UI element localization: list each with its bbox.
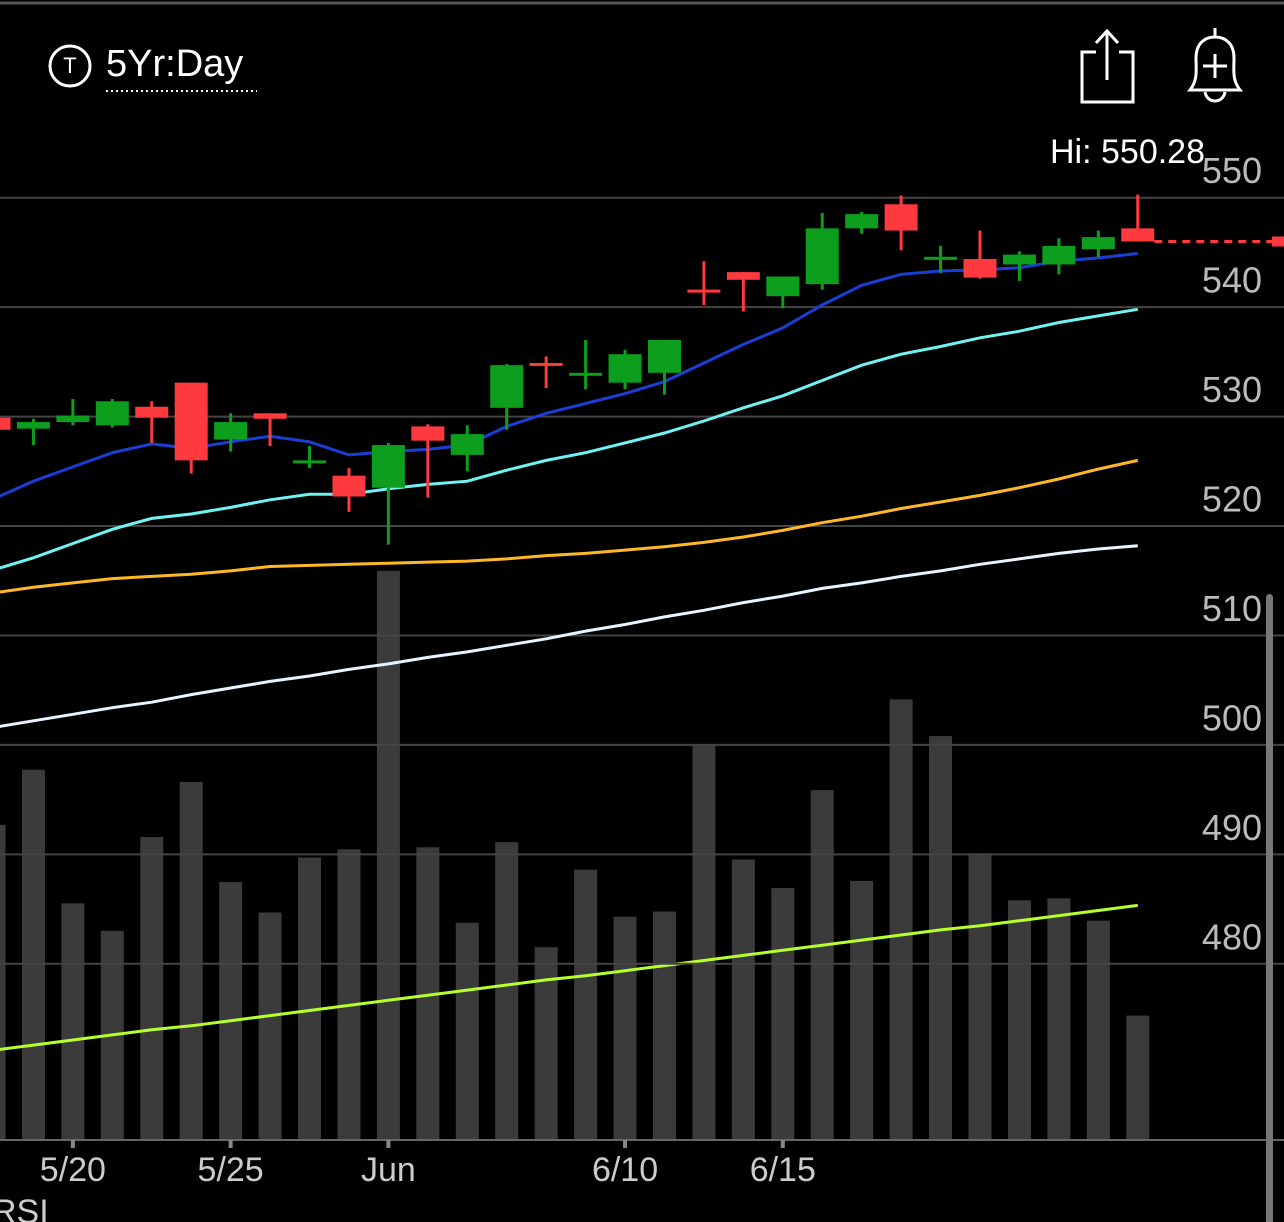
volume-bar <box>968 853 992 1140</box>
volume-layer <box>0 570 1150 1140</box>
volume-bar <box>179 781 203 1140</box>
candle-body <box>411 426 445 441</box>
y-tick-label: 500 <box>1202 697 1262 738</box>
volume-bar <box>21 769 45 1140</box>
volume-bar <box>258 912 282 1140</box>
y-tick-label: 490 <box>1202 807 1262 848</box>
y-tick-label: 520 <box>1202 479 1262 520</box>
volume-bar <box>534 947 558 1140</box>
x-tick-label: 6/10 <box>592 1151 658 1189</box>
price-layer <box>0 194 1284 728</box>
volume-bar <box>731 859 755 1140</box>
moving-average-line <box>0 544 1138 728</box>
volume-bar <box>495 842 519 1140</box>
candle-body <box>0 417 11 430</box>
candle-body <box>1121 228 1155 242</box>
share-button[interactable] <box>1080 28 1135 104</box>
moving-average-line <box>0 252 1138 498</box>
moving-average-line <box>0 307 1139 570</box>
candle-body <box>135 406 169 418</box>
candle-body <box>884 204 918 231</box>
volume-bar <box>0 824 6 1140</box>
candle-body <box>16 422 50 429</box>
candle-body <box>490 365 524 408</box>
timeframe-selector[interactable]: T 5Yr:Day <box>48 43 257 92</box>
volume-bar <box>1007 900 1031 1140</box>
volume-bar <box>61 903 85 1140</box>
volume-bar <box>574 869 598 1140</box>
candle-body <box>766 276 800 297</box>
candle-body <box>687 289 721 293</box>
candle-body <box>450 434 484 455</box>
volume-bar <box>889 699 913 1140</box>
candle-body <box>647 339 681 373</box>
volume-bar <box>652 911 676 1140</box>
scrollbar[interactable] <box>1266 594 1273 1222</box>
high-label: Hi: 550.28 <box>1050 133 1205 171</box>
candle-body <box>608 354 642 383</box>
volume-bar <box>219 881 243 1140</box>
y-tick-label: 510 <box>1202 588 1262 629</box>
bell-plus <box>1203 54 1227 78</box>
x-tick-label: 5/25 <box>198 1151 264 1189</box>
candle-body <box>845 214 879 229</box>
share-arrow <box>1094 28 1120 80</box>
timeframe-label: 5Yr:Day <box>106 43 243 85</box>
last-price-marker <box>1272 236 1284 247</box>
x-tick-label: 5/20 <box>40 1151 106 1189</box>
grid-layer: 480 490 500 510 520 530 540 550 <box>0 150 1284 965</box>
bell-clapper <box>1203 91 1227 103</box>
candle-body <box>56 415 90 423</box>
y-tick-label: 540 <box>1202 260 1262 301</box>
candle-body <box>569 372 603 376</box>
volume-bar <box>850 880 874 1140</box>
x-axis-labels: 5/20 5/25 Jun 6/10 6/15 <box>40 1140 816 1189</box>
moving-average-line <box>0 458 1139 594</box>
y-tick-label: 530 <box>1202 369 1262 410</box>
volume-bar <box>376 570 400 1140</box>
candle-body <box>805 228 839 285</box>
candle-body <box>1081 237 1115 250</box>
symbol-icon-letter: T <box>63 53 76 78</box>
volume-bar <box>1047 898 1071 1140</box>
candle-body <box>963 258 997 278</box>
volume-bar <box>455 922 479 1140</box>
volume-bar <box>613 916 637 1140</box>
volume-bar <box>929 736 953 1140</box>
volume-bar <box>810 790 834 1140</box>
candle-body <box>726 272 760 280</box>
x-tick-label: 6/15 <box>750 1151 816 1189</box>
share-box <box>1080 50 1135 104</box>
symbol-icon <box>48 44 92 88</box>
y-tick-label: 480 <box>1202 916 1262 957</box>
volume-average-line <box>0 903 1138 1051</box>
volume-bar <box>1086 920 1110 1140</box>
candle-body <box>1002 254 1036 265</box>
volume-bar <box>140 837 164 1140</box>
indicator-label: RSI <box>0 1193 49 1222</box>
candle-body <box>371 445 405 488</box>
volume-bar <box>337 849 361 1140</box>
candle-body <box>253 413 287 419</box>
candle-body <box>529 362 563 366</box>
bell <box>1186 28 1244 92</box>
volume-bar <box>298 857 322 1140</box>
candle-body <box>1042 245 1076 265</box>
x-tick-label: Jun <box>361 1151 416 1189</box>
candle-body <box>214 422 248 440</box>
candle-body <box>924 256 958 260</box>
y-tick-label: 550 <box>1202 150 1262 191</box>
candle-body <box>332 475 366 497</box>
candle-body <box>95 401 129 426</box>
candle-body <box>174 382 208 461</box>
volume-bar <box>771 888 795 1140</box>
alert-button[interactable] <box>1186 28 1244 103</box>
candle-body <box>293 460 327 464</box>
volume-bar <box>1126 1015 1150 1140</box>
volume-bar <box>416 847 440 1140</box>
volume-bar <box>692 744 716 1140</box>
